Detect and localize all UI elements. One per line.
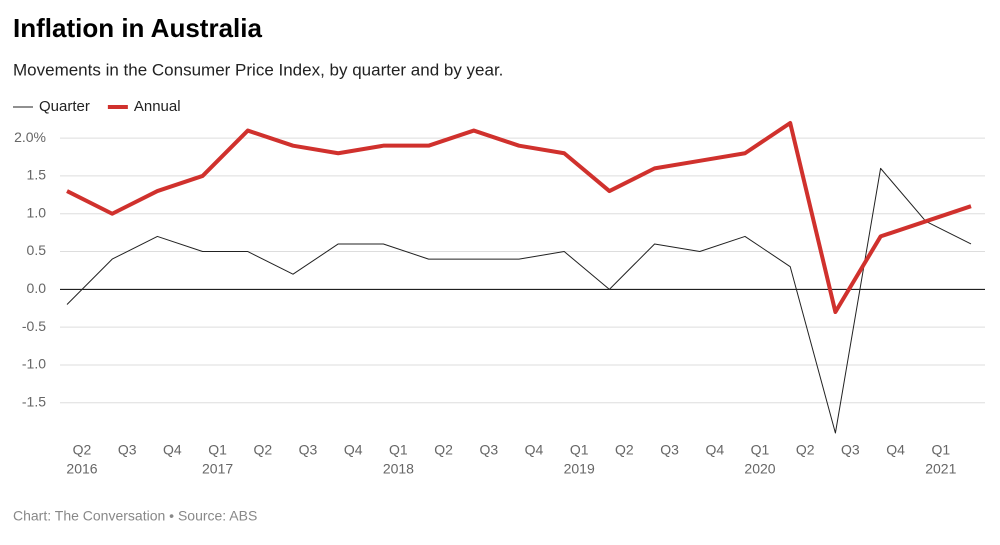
x-tick-label: Q4 bbox=[886, 442, 905, 458]
x-tick-label: Q1 bbox=[570, 442, 589, 458]
series-line bbox=[66, 121, 972, 315]
legend-label: Quarter bbox=[39, 98, 90, 115]
y-tick-label: 0.5 bbox=[27, 242, 47, 258]
x-tick-label: Q3 bbox=[660, 442, 679, 458]
y-tick-label: 2.0% bbox=[14, 129, 46, 145]
x-tick-label: Q4 bbox=[344, 442, 363, 458]
x-year-label: 2020 bbox=[744, 461, 775, 477]
x-year-label: 2016 bbox=[66, 461, 97, 477]
x-tick-label: Q1 bbox=[208, 442, 227, 458]
x-tick-label: Q2 bbox=[434, 442, 453, 458]
y-tick-label: 0.0 bbox=[27, 280, 47, 296]
y-tick-label: 1.5 bbox=[27, 167, 47, 183]
y-tick-label: 1.0 bbox=[27, 204, 47, 220]
y-tick-label: -1.0 bbox=[22, 356, 46, 372]
y-tick-label: -1.5 bbox=[22, 393, 46, 409]
x-tick-label: Q2 bbox=[796, 442, 815, 458]
x-year-label: 2018 bbox=[383, 461, 414, 477]
x-tick-label: Q1 bbox=[389, 442, 408, 458]
x-tick-label: Q2 bbox=[615, 442, 634, 458]
x-tick-label: Q4 bbox=[163, 442, 182, 458]
x-tick-label: Q3 bbox=[299, 442, 318, 458]
x-year-label: 2017 bbox=[202, 461, 233, 477]
legend-label: Annual bbox=[134, 98, 181, 115]
x-tick-label: Q2 bbox=[253, 442, 272, 458]
x-year-label: 2019 bbox=[564, 461, 595, 477]
x-tick-label: Q1 bbox=[931, 442, 950, 458]
x-tick-label: Q3 bbox=[479, 442, 498, 458]
chart-subtitle: Movements in the Consumer Price Index, b… bbox=[13, 60, 503, 79]
x-tick-label: Q3 bbox=[841, 442, 860, 458]
x-tick-label: Q4 bbox=[705, 442, 724, 458]
x-year-label: 2021 bbox=[925, 461, 956, 477]
x-tick-label: Q2 bbox=[73, 442, 92, 458]
series-line bbox=[66, 167, 972, 434]
chart-title: Inflation in Australia bbox=[13, 13, 262, 43]
source-note: Chart: The Conversation • Source: ABS bbox=[13, 508, 257, 524]
y-tick-label: -0.5 bbox=[22, 318, 46, 334]
x-tick-label: Q4 bbox=[525, 442, 544, 458]
x-tick-label: Q1 bbox=[751, 442, 770, 458]
x-tick-label: Q3 bbox=[118, 442, 137, 458]
